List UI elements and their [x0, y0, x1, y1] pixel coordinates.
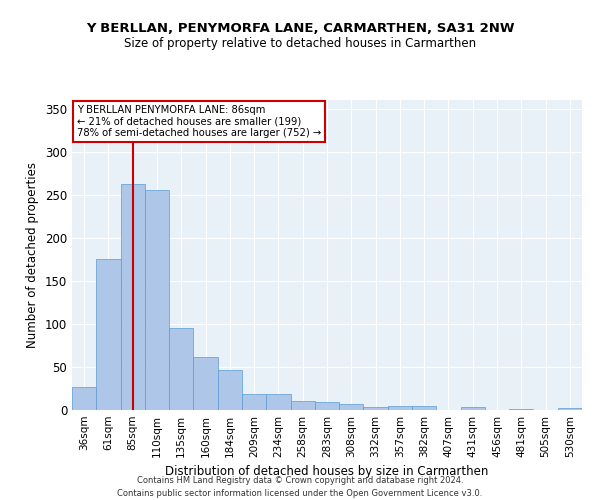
Bar [72, 387, 96, 410]
Bar [412, 406, 436, 410]
Bar [290, 402, 315, 410]
Bar [266, 394, 290, 410]
Bar [96, 260, 121, 410]
Bar [558, 408, 582, 410]
Bar [339, 404, 364, 410]
Bar [364, 406, 388, 410]
Bar [509, 409, 533, 410]
Bar [145, 190, 169, 410]
Bar [461, 406, 485, 410]
Bar [121, 184, 145, 410]
Bar [242, 394, 266, 410]
X-axis label: Distribution of detached houses by size in Carmarthen: Distribution of detached houses by size … [166, 466, 488, 478]
Bar [218, 370, 242, 410]
Text: Y BERLLAN, PENYMORFA LANE, CARMARTHEN, SA31 2NW: Y BERLLAN, PENYMORFA LANE, CARMARTHEN, S… [86, 22, 514, 36]
Text: Contains HM Land Registry data © Crown copyright and database right 2024.
Contai: Contains HM Land Registry data © Crown c… [118, 476, 482, 498]
Bar [315, 402, 339, 410]
Text: Size of property relative to detached houses in Carmarthen: Size of property relative to detached ho… [124, 38, 476, 51]
Bar [193, 358, 218, 410]
Text: Y BERLLAN PENYMORFA LANE: 86sqm
← 21% of detached houses are smaller (199)
78% o: Y BERLLAN PENYMORFA LANE: 86sqm ← 21% of… [77, 104, 322, 138]
Bar [388, 406, 412, 410]
Bar [169, 328, 193, 410]
Y-axis label: Number of detached properties: Number of detached properties [26, 162, 40, 348]
